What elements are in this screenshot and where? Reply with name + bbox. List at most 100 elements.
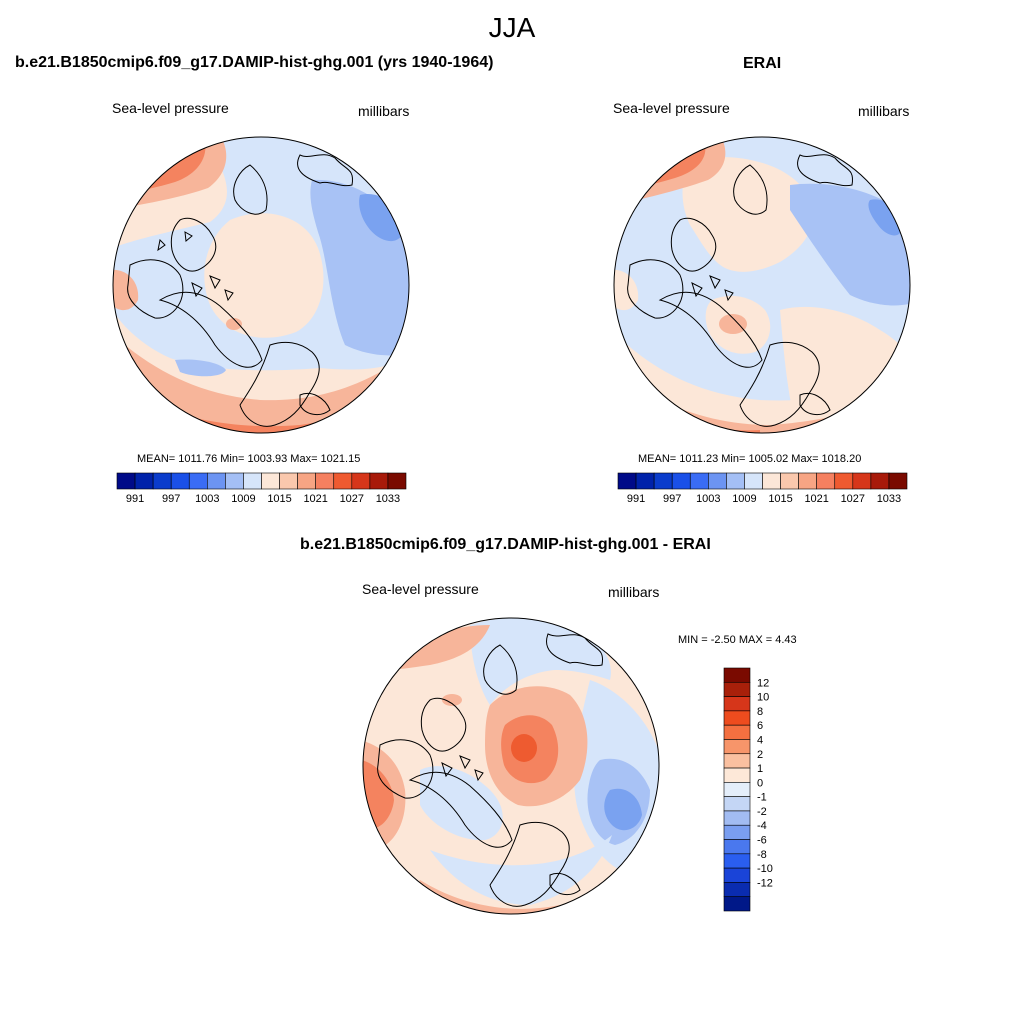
panel1-left-label: Sea-level pressure — [112, 100, 229, 116]
map-model — [113, 137, 409, 433]
colorbar-model-swatch — [261, 472, 280, 490]
colorbar-erai-tick-label: 1009 — [732, 493, 756, 505]
colorbar-erai-swatch — [780, 472, 799, 490]
colorbar-difference-swatch — [723, 796, 751, 812]
colorbar-difference-swatch — [723, 753, 751, 769]
colorbar-erai-tick-label: 1027 — [841, 493, 865, 505]
colorbar-model-swatch — [116, 472, 136, 490]
colorbar-model-tick-label: 1009 — [231, 493, 255, 505]
colorbar-erai-swatch — [689, 472, 709, 490]
colorbar-model-swatch — [387, 472, 407, 490]
colorbar-difference-tick-label: -4 — [757, 820, 767, 832]
colorbar-erai-swatch — [798, 472, 817, 490]
colorbar-model-swatch — [134, 472, 154, 490]
colorbar-erai-swatch — [816, 472, 836, 490]
colorbar-difference-tick-label: -6 — [757, 835, 767, 847]
panel3-min-max: MIN = -2.50 MAX = 4.43 — [678, 634, 797, 646]
colorbar-difference-tick-label: -1 — [757, 792, 767, 804]
colorbar-difference-swatch — [723, 839, 751, 855]
colorbar-difference-tick-label: 0 — [757, 777, 763, 789]
colorbar-difference-tick-label: 12 — [757, 677, 769, 689]
colorbar-erai-tick-label: 1033 — [877, 493, 901, 505]
colorbar-difference-swatch — [723, 896, 751, 912]
colorbar-erai-swatch — [653, 472, 673, 490]
map-erai-border — [613, 136, 911, 434]
colorbar-difference-swatch — [723, 810, 751, 826]
colorbar-model-tick-label: 1033 — [376, 493, 400, 505]
colorbar-model-tick-label: 991 — [126, 493, 144, 505]
colorbar-difference-swatch — [723, 696, 751, 712]
colorbar-model-tick-label: 1003 — [195, 493, 219, 505]
map-difference — [363, 618, 659, 914]
panel2-left-label: Sea-level pressure — [613, 100, 730, 116]
panel2-units-label: millibars — [858, 103, 910, 119]
colorbar-erai-tick-label: 997 — [663, 493, 681, 505]
colorbar-erai-swatch — [671, 472, 691, 490]
colorbar-erai-swatch — [617, 472, 637, 490]
colorbar-difference-swatch — [723, 710, 751, 726]
colorbar-model-swatch — [152, 472, 172, 490]
colorbar-erai-swatch — [635, 472, 655, 490]
colorbar-model: 991 997 1003 1009 1015 1021 1027 1033 — [116, 472, 407, 505]
colorbar-difference-swatch — [723, 667, 751, 683]
colorbar-difference-tick-label: 1 — [757, 763, 763, 775]
colorbar-erai-tick-label: 1021 — [804, 493, 828, 505]
colorbar-erai-swatch — [852, 472, 872, 490]
colorbar-model-swatch — [351, 472, 371, 490]
colorbar-model-swatch — [297, 472, 316, 490]
colorbar-model-swatch — [170, 472, 190, 490]
figure-title: JJA — [488, 12, 536, 43]
colorbar-model-tick-label: 1021 — [303, 493, 327, 505]
colorbar-difference-swatch — [723, 853, 751, 869]
panel1-stats: MEAN= 1011.76 Min= 1003.93 Max= 1021.15 — [137, 453, 361, 465]
colorbar-erai-swatch — [888, 472, 908, 490]
colorbar-difference-swatch — [723, 767, 751, 783]
colorbar-erai-tick-label: 991 — [627, 493, 645, 505]
colorbar-erai-tick-label: 1003 — [696, 493, 720, 505]
panel1-title: b.e21.B1850cmip6.f09_g17.DAMIP-hist-ghg.… — [15, 54, 494, 71]
panel2-title: ERAI — [743, 55, 782, 72]
colorbar-erai-swatch — [870, 472, 890, 490]
colorbar-difference-swatch — [723, 824, 751, 840]
panel3-units-label: millibars — [608, 584, 660, 600]
map-difference-border — [362, 617, 660, 915]
panel1-units-label: millibars — [358, 103, 410, 119]
colorbar-erai-tick-label: 1015 — [768, 493, 792, 505]
colorbar-difference-tick-label: 6 — [757, 720, 763, 732]
colorbar-difference-swatch — [723, 681, 751, 697]
colorbar-erai-swatch — [726, 472, 745, 490]
colorbar-erai-swatch — [708, 472, 727, 490]
colorbar-difference-swatch — [723, 882, 751, 898]
colorbar-erai-swatch — [762, 472, 781, 490]
colorbar-difference-tick-label: 10 — [757, 692, 769, 704]
colorbar-difference-swatch — [723, 867, 751, 883]
colorbar-model-tick-label: 1027 — [340, 493, 364, 505]
colorbar-model-swatch — [315, 472, 335, 490]
colorbar-difference-tick-label: -8 — [757, 849, 767, 861]
colorbar-model-swatch — [333, 472, 353, 490]
colorbar-difference-tick-label: -12 — [757, 877, 773, 889]
colorbar-model-swatch — [225, 472, 244, 490]
colorbar-difference-tick-label: 4 — [757, 734, 763, 746]
colorbar-difference-swatch — [723, 724, 751, 740]
colorbar-difference-tick-label: 8 — [757, 706, 763, 718]
colorbar-model-swatch — [279, 472, 298, 490]
colorbar-model-tick-label: 997 — [162, 493, 180, 505]
colorbar-difference-tick-label: -10 — [757, 863, 773, 875]
map-erai — [614, 137, 910, 433]
colorbar-erai-swatch — [744, 472, 763, 490]
colorbar-erai: 991 997 1003 1009 1015 1021 1027 1033 — [617, 472, 908, 505]
colorbar-model-swatch — [243, 472, 262, 490]
colorbar-erai-swatch — [834, 472, 854, 490]
colorbar-model-tick-label: 1015 — [267, 493, 291, 505]
colorbar-difference-swatch — [723, 782, 751, 797]
colorbar-difference-tick-label: -2 — [757, 806, 767, 818]
colorbar-model-swatch — [369, 472, 389, 490]
colorbar-model-swatch — [188, 472, 208, 490]
panel3-title: b.e21.B1850cmip6.f09_g17.DAMIP-hist-ghg.… — [300, 536, 711, 553]
colorbar-difference-tick-label: 2 — [757, 749, 763, 761]
colorbar-difference-swatch — [723, 739, 751, 755]
panel3-left-label: Sea-level pressure — [362, 581, 479, 597]
